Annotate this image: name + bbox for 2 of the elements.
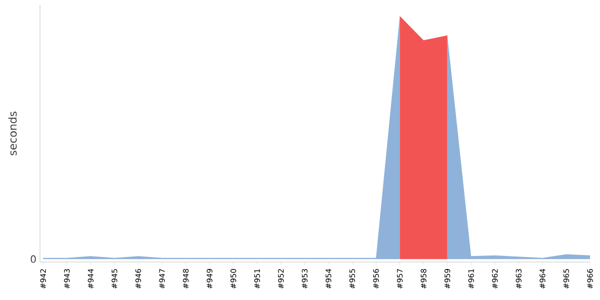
y-axis-title: seconds (8, 112, 17, 156)
text: 0 (30, 255, 36, 263)
